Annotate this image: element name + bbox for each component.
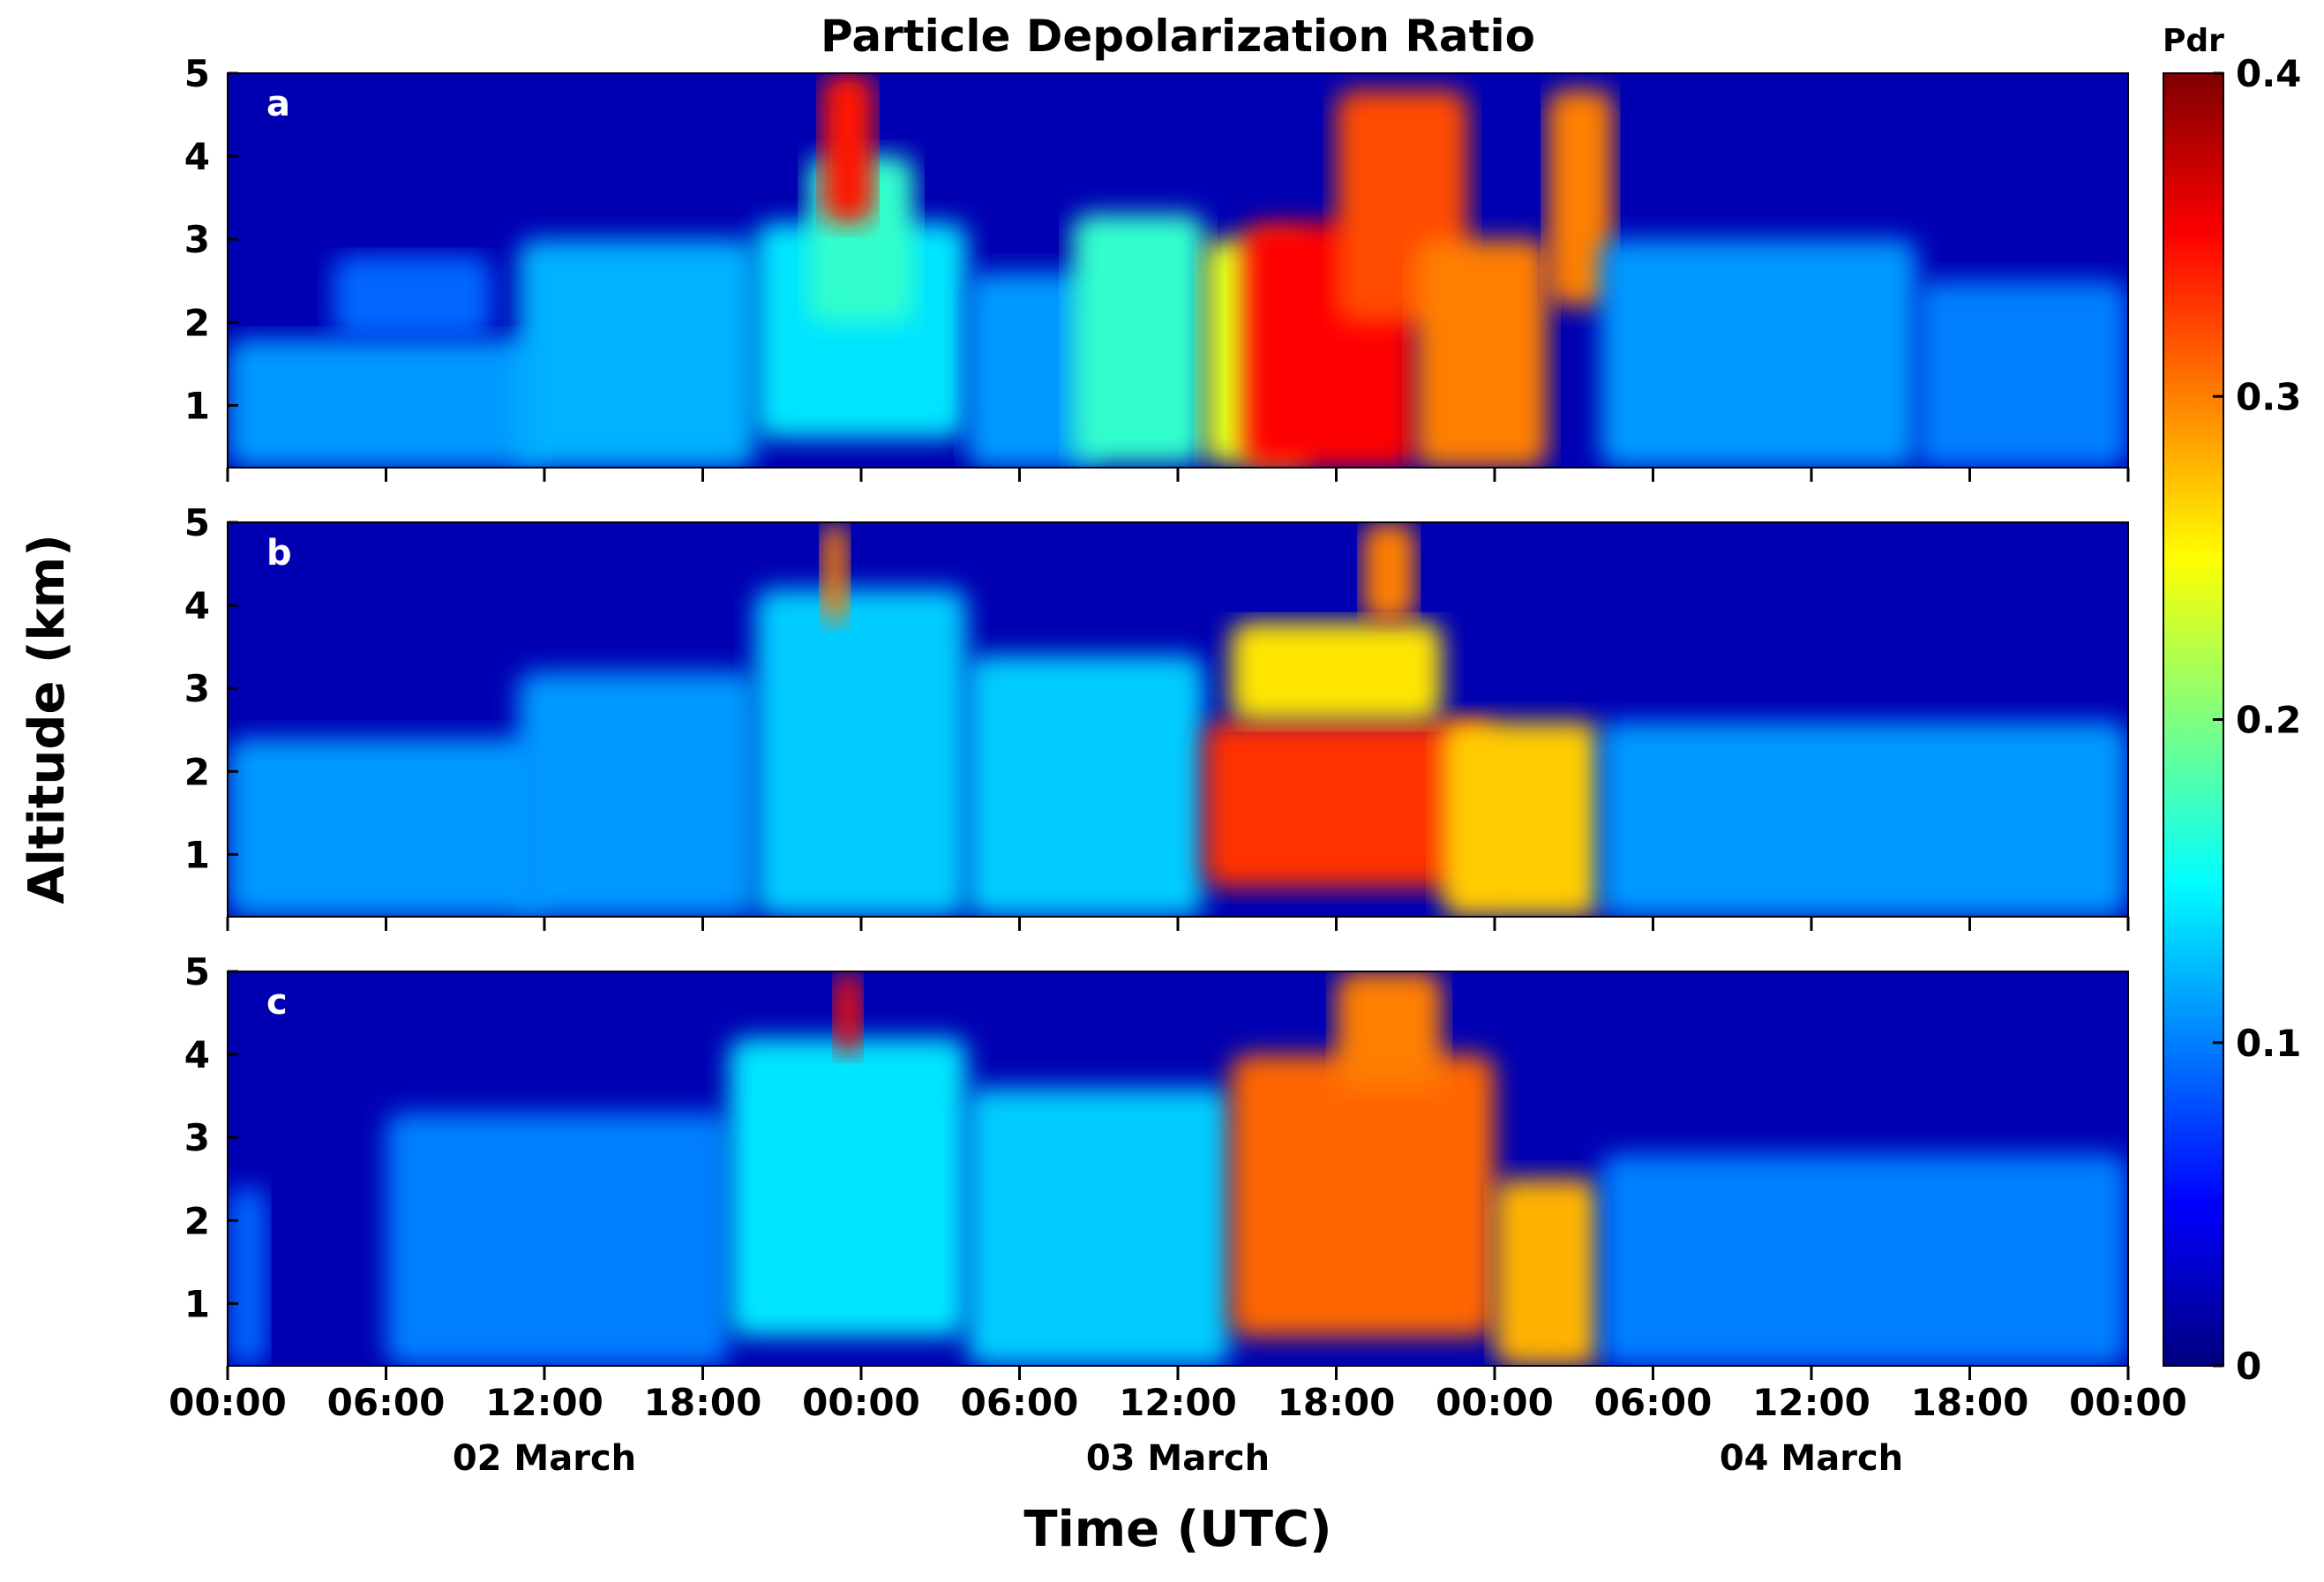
x-axis: 00:00 06:00 12:00 18:00 00:00 06:00 12:00 18:00… [169, 1381, 2187, 1479]
y-tick-label: 2 [184, 750, 210, 793]
pdr-cell [228, 339, 544, 468]
date-label: 04 March [1720, 1438, 1903, 1479]
x-tick-label: 18:00 [1278, 1381, 1396, 1424]
y-tick-label: 1 [184, 833, 210, 876]
x-tick-label: 18:00 [644, 1381, 762, 1424]
x-tick-label: 06:00 [327, 1381, 446, 1424]
y-tick-label: 2 [184, 301, 210, 344]
pdr-cell [966, 1087, 1231, 1366]
y-axis-title: Altitude (km) [19, 534, 76, 903]
colorbar-tick-label: 0.1 [2236, 1022, 2301, 1065]
colorbar-tick-label: 0.3 [2236, 375, 2301, 418]
pdr-cell [1230, 1054, 1495, 1338]
y-tick-label: 1 [184, 384, 210, 427]
pdr-cell [966, 655, 1204, 917]
colorbar-tick-label: 0 [2236, 1345, 2261, 1388]
y-tick-label: 4 [184, 584, 210, 627]
pdr-cell [1916, 281, 2128, 468]
pdr-cell [821, 522, 849, 622]
colorbar-tick-label: 0.2 [2236, 699, 2301, 742]
panel-c: c 1 2 3 4 5 [184, 950, 2130, 1380]
panel-label-b: b [266, 533, 292, 574]
chart-title: Particle Depolarization Ratio [821, 11, 1535, 62]
pdr-cell [1230, 621, 1443, 722]
panel-label-a: a [266, 84, 290, 124]
pdr-cell [1336, 971, 1443, 1088]
pdr-cell [228, 1187, 267, 1366]
y-tick-label: 2 [184, 1199, 210, 1242]
pdr-cell [1072, 214, 1204, 464]
y-tick-label: 3 [184, 667, 210, 710]
date-label: 03 March [1086, 1438, 1270, 1479]
x-tick-label: 00:00 [802, 1381, 920, 1424]
pdr-cell [333, 256, 492, 340]
y-tick-label: 5 [184, 950, 210, 993]
y-tick-label: 5 [184, 501, 210, 544]
panel-b-cells [228, 522, 2128, 917]
date-label: 02 March [453, 1438, 636, 1479]
pdr-cell [1362, 522, 1416, 622]
panel-a: a 1 2 3 4 5 [184, 52, 2130, 482]
x-tick-label: 00:00 [169, 1381, 287, 1424]
x-tick-label: 00:00 [1436, 1381, 1554, 1424]
pdr-cell [1203, 721, 1495, 888]
panels-group: a 1 2 3 4 5 b 1 2 3 4 5 c 1 2 3 4 5 [184, 52, 2130, 1380]
y-tick-label: 3 [184, 218, 210, 261]
pdr-cell [1600, 721, 2128, 917]
pdr-cell [386, 1112, 730, 1366]
x-tick-label: 06:00 [1594, 1381, 1713, 1424]
colorbar: Pdr 0 0.1 0.2 0.3 0.4 [2163, 23, 2301, 1388]
y-tick-label: 5 [184, 52, 210, 95]
colorbar-tick-label: 0.4 [2236, 52, 2301, 95]
x-tick-label: 12:00 [1752, 1381, 1870, 1424]
colorbar-gradient [2163, 72, 2224, 1367]
y-tick-label: 1 [184, 1282, 210, 1325]
pdr-cell [1600, 239, 1917, 468]
pdr-cell [518, 671, 756, 917]
pdr-cell [821, 73, 874, 223]
pdr-cell [966, 272, 1099, 468]
panel-b: b 1 2 3 4 5 [184, 501, 2130, 931]
panel-label-c: c [266, 982, 288, 1023]
x-tick-label: 00:00 [2069, 1381, 2187, 1424]
colorbar-label: Pdr [2163, 23, 2224, 59]
pdr-cell [1442, 721, 1601, 917]
panel-c-cells [228, 971, 2128, 1366]
pdr-cell [1600, 1154, 2128, 1366]
pdr-cell [755, 589, 967, 917]
pdr-cell [1415, 239, 1548, 468]
pdr-cell [228, 738, 544, 917]
y-tick-label: 4 [184, 1033, 210, 1076]
pdr-cell [835, 971, 861, 1055]
x-axis-title: Time (UTC) [1023, 1501, 1331, 1558]
pdr-cell [518, 239, 756, 468]
x-tick-label: 12:00 [1119, 1381, 1237, 1424]
panel-a-cells [228, 73, 2128, 468]
x-tick-label: 06:00 [961, 1381, 1079, 1424]
x-tick-label: 12:00 [485, 1381, 603, 1424]
y-tick-label: 4 [184, 135, 210, 178]
x-tick-label: 18:00 [1911, 1381, 2029, 1424]
pdr-cell [1547, 89, 1614, 306]
y-tick-label: 3 [184, 1116, 210, 1159]
pdr-cell [729, 1038, 967, 1338]
pdr-cell [1495, 1179, 1601, 1366]
